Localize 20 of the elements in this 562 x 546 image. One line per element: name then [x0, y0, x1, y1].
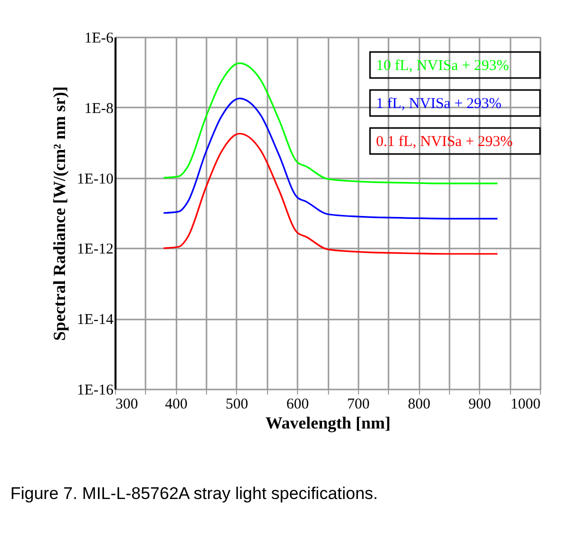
x-tick-label: 1000	[510, 396, 540, 412]
y-tick-label: 1E-8	[84, 100, 114, 117]
x-axis-title: Wavelength [nm]	[265, 414, 391, 432]
x-tick-label: 600	[286, 396, 309, 412]
x-tick-label: 500	[226, 396, 248, 412]
y-axis-title: Spectral Radiance [W/(cm² nm sr)]	[50, 86, 69, 341]
text: 0.1 fL, NVISa + 293%	[376, 134, 513, 150]
y-tick-label: 1E-6	[84, 30, 114, 46]
x-tick-label: 300	[116, 396, 138, 412]
text: 1 fL, NVISa + 293%	[376, 96, 502, 112]
y-tick-label: 1E-12	[76, 242, 114, 258]
y-tick-label: 1E-14	[76, 312, 114, 328]
y-tick-label: 1E-16	[76, 382, 114, 398]
caption: Figure 7. MIL-L-85762A stray light specifications.	[10, 484, 378, 503]
text: 10 fL, NVISa + 293%	[376, 58, 510, 74]
x-tick-label: 800	[408, 396, 430, 412]
x-tick-label: 700	[347, 396, 370, 412]
x-tick-label: 900	[468, 396, 492, 412]
y-tick-label: 1E-10	[76, 171, 114, 188]
x-tick-label: 400	[164, 396, 188, 412]
